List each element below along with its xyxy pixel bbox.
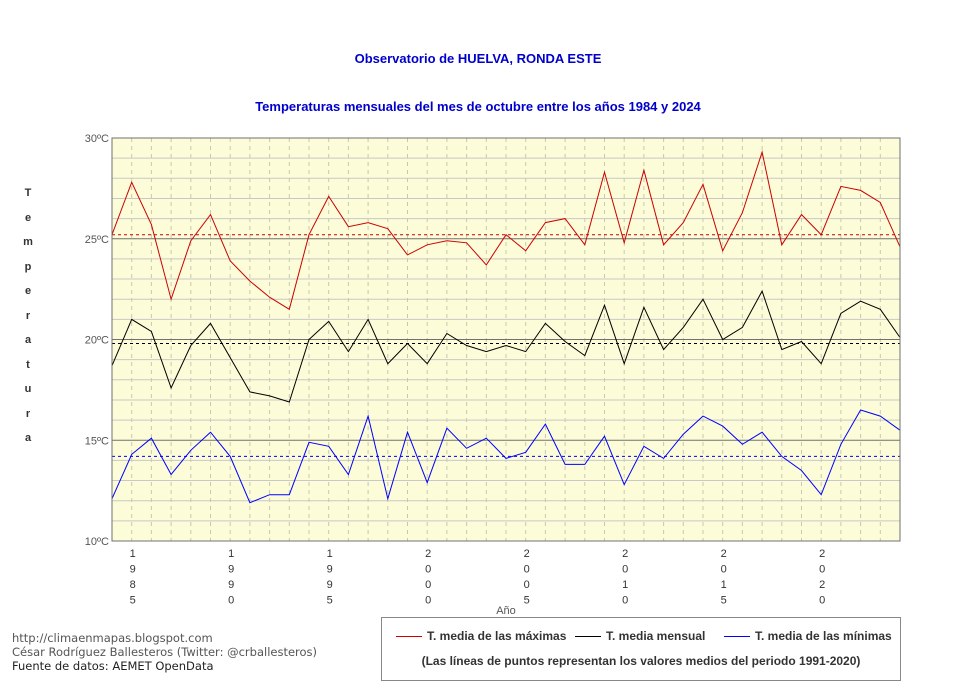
series-line-1 bbox=[111, 289, 901, 403]
x-tick-label: 0 bbox=[524, 579, 530, 591]
chart-title: Observatorio de HUELVA, RONDA ESTE bbox=[354, 51, 602, 66]
x-tick-label: 0 bbox=[425, 564, 431, 576]
legend-label-mean: T. media mensual bbox=[606, 629, 706, 643]
x-tick-label: 5 bbox=[524, 595, 530, 607]
x-tick-label: 1 bbox=[228, 548, 234, 560]
x-axis-label: Año bbox=[496, 605, 516, 617]
y-tick-label: 10ºC bbox=[85, 536, 109, 548]
credit-author: César Rodríguez Ballesteros (Twitter: @c… bbox=[12, 645, 318, 659]
x-tick-label: 0 bbox=[622, 564, 628, 576]
x-tick-label: 2 bbox=[524, 548, 530, 560]
x-tick-label: 0 bbox=[721, 564, 727, 576]
series-line-0 bbox=[111, 150, 901, 311]
x-tick-label: 5 bbox=[130, 595, 136, 607]
x-tick-label: 0 bbox=[425, 595, 431, 607]
x-tick-label: 1 bbox=[622, 579, 628, 591]
y-tick-label: 15ºC bbox=[85, 435, 109, 447]
x-tick-label: 0 bbox=[819, 595, 825, 607]
y-axis-label-letter: r bbox=[25, 407, 31, 420]
legend-item-max: T. media de las máximas bbox=[396, 629, 566, 643]
x-tick-label: 5 bbox=[327, 595, 333, 607]
y-axis-label-letter: u bbox=[24, 383, 32, 395]
x-tick-label: 8 bbox=[130, 579, 136, 591]
x-tick-label: 9 bbox=[327, 564, 333, 576]
x-tick-label: 0 bbox=[819, 564, 825, 576]
x-tick-label: 0 bbox=[425, 579, 431, 591]
chart-subtitle: Temperaturas mensuales del mes de octubr… bbox=[255, 99, 701, 114]
x-tick-label: 1 bbox=[721, 579, 727, 591]
y-axis-label-letter: e bbox=[24, 285, 32, 297]
x-tick-label: 2 bbox=[819, 579, 825, 591]
x-tick-label: 2 bbox=[425, 548, 431, 560]
x-tick-label: 2 bbox=[819, 548, 825, 560]
x-tick-label: 0 bbox=[524, 564, 530, 576]
y-axis-label-letter: a bbox=[24, 432, 32, 444]
y-tick-label: 30ºC bbox=[85, 133, 109, 145]
x-tick-label: 1 bbox=[327, 548, 333, 560]
x-tick-label: 0 bbox=[622, 595, 628, 607]
legend-swatch-min bbox=[724, 636, 750, 638]
x-tick-label: 2 bbox=[721, 548, 727, 560]
y-axis-label-letter: a bbox=[24, 334, 32, 346]
x-tick-label: 1 bbox=[130, 548, 136, 560]
legend-label-max: T. media de las máximas bbox=[427, 629, 567, 643]
x-tick-label: 2 bbox=[622, 548, 628, 560]
legend-item-min: T. media de las mínimas bbox=[724, 629, 892, 643]
legend-label-min: T. media de las mínimas bbox=[755, 629, 892, 643]
legend-swatch-mean bbox=[575, 636, 601, 638]
x-tick-label: 9 bbox=[327, 579, 333, 591]
credit-data-source: Fuente de datos: AEMET OpenData bbox=[12, 659, 214, 673]
series-line-2 bbox=[111, 409, 901, 504]
y-axis-label-letter: t bbox=[26, 358, 30, 371]
y-axis-label-letter: r bbox=[25, 309, 31, 322]
legend-swatch-max bbox=[396, 636, 422, 638]
y-axis-label-letter: e bbox=[24, 211, 32, 224]
x-tick-label: 5 bbox=[721, 595, 727, 607]
y-tick-label: 20ºC bbox=[85, 335, 109, 347]
y-axis-label-letter: T bbox=[24, 187, 32, 199]
y-tick-label: 25ºC bbox=[85, 234, 109, 246]
credit-blog-url: http://climaenmapas.blogspot.com bbox=[12, 631, 213, 645]
chart-legend: T. media de las máximas T. media mensual… bbox=[381, 617, 901, 681]
x-tick-label: 9 bbox=[228, 564, 234, 576]
x-tick-label: 0 bbox=[228, 595, 234, 607]
y-axis-label-letter: m bbox=[23, 236, 33, 248]
x-tick-label: 9 bbox=[130, 564, 136, 576]
legend-item-mean: T. media mensual bbox=[575, 629, 705, 643]
x-tick-label: 9 bbox=[228, 579, 234, 591]
legend-note: (Las líneas de puntos representan los va… bbox=[421, 654, 861, 668]
y-axis-label-letter: p bbox=[24, 260, 32, 273]
plot-frame bbox=[111, 137, 901, 542]
